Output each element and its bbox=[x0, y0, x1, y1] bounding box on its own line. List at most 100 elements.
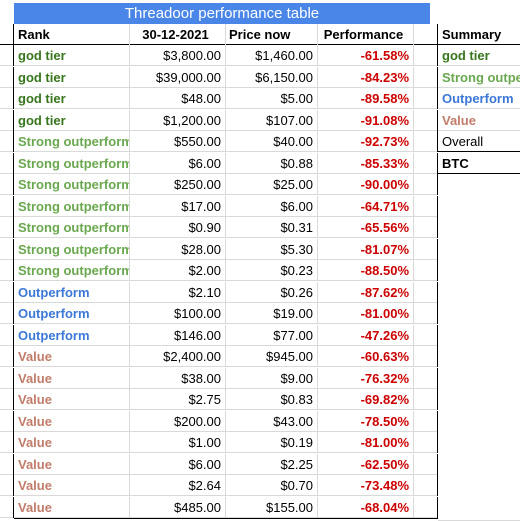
summary-item[interactable]: Value bbox=[438, 110, 520, 131]
price-now-cell[interactable]: $19.00 bbox=[226, 303, 318, 324]
price-date-cell[interactable]: $17.00 bbox=[130, 195, 226, 217]
price-now-cell[interactable]: $0.23 bbox=[226, 260, 318, 281]
rank-cell[interactable]: Strong outperform bbox=[14, 174, 130, 195]
price-date-cell[interactable]: $2.00 bbox=[130, 260, 226, 281]
price-now-cell[interactable]: $43.00 bbox=[226, 410, 318, 432]
price-date-cell[interactable]: $1,200.00 bbox=[130, 109, 226, 131]
rank-cell[interactable]: Strong outperform bbox=[14, 131, 130, 152]
performance-cell[interactable]: -81.00% bbox=[318, 432, 414, 453]
price-now-cell[interactable]: $0.88 bbox=[226, 152, 318, 174]
price-now-cell[interactable]: $0.26 bbox=[226, 281, 318, 303]
performance-cell[interactable]: -85.33% bbox=[318, 152, 414, 174]
row-gutter bbox=[0, 496, 14, 518]
price-now-cell[interactable]: $6,150.00 bbox=[226, 66, 318, 88]
performance-cell[interactable]: -92.73% bbox=[318, 131, 414, 152]
performance-cell[interactable]: -69.82% bbox=[318, 389, 414, 410]
price-date-cell[interactable]: $3,800.00 bbox=[130, 45, 226, 66]
rank-cell[interactable]: Outperform bbox=[14, 281, 130, 303]
performance-cell[interactable]: -81.07% bbox=[318, 238, 414, 260]
price-date-cell[interactable]: $28.00 bbox=[130, 238, 226, 260]
price-now-cell[interactable]: $6.00 bbox=[226, 195, 318, 217]
performance-cell[interactable]: -60.63% bbox=[318, 346, 414, 367]
rank-cell[interactable]: Strong outperform bbox=[14, 152, 130, 174]
price-date-cell[interactable]: $48.00 bbox=[130, 88, 226, 109]
summary-item[interactable]: Outperform bbox=[438, 88, 520, 109]
header-rank[interactable]: Rank bbox=[14, 24, 130, 45]
price-date-cell[interactable]: $1.00 bbox=[130, 432, 226, 453]
rank-cell[interactable]: Strong outperform bbox=[14, 217, 130, 238]
rank-cell[interactable]: Value bbox=[14, 432, 130, 453]
price-now-cell[interactable]: $5.30 bbox=[226, 238, 318, 260]
summary-header[interactable]: Summary bbox=[438, 24, 520, 45]
rank-cell[interactable]: god tier bbox=[14, 109, 130, 131]
performance-cell[interactable]: -62.50% bbox=[318, 453, 414, 475]
rank-cell[interactable]: Value bbox=[14, 367, 130, 389]
price-date-cell[interactable]: $2.10 bbox=[130, 281, 226, 303]
summary-item[interactable]: Overall bbox=[438, 131, 520, 152]
rank-cell[interactable]: Value bbox=[14, 475, 130, 496]
performance-cell[interactable]: -87.62% bbox=[318, 281, 414, 303]
price-date-cell[interactable]: $6.00 bbox=[130, 453, 226, 475]
performance-cell[interactable]: -64.71% bbox=[318, 195, 414, 217]
performance-cell[interactable]: -76.32% bbox=[318, 367, 414, 389]
performance-cell[interactable]: -65.56% bbox=[318, 217, 414, 238]
rank-cell[interactable]: Value bbox=[14, 410, 130, 432]
rank-cell[interactable]: god tier bbox=[14, 88, 130, 109]
price-now-cell[interactable]: $2.25 bbox=[226, 453, 318, 475]
price-now-cell[interactable]: $0.19 bbox=[226, 432, 318, 453]
price-now-cell[interactable]: $77.00 bbox=[226, 324, 318, 346]
rank-cell[interactable]: Outperform bbox=[14, 324, 130, 346]
price-date-cell[interactable]: $146.00 bbox=[130, 324, 226, 346]
price-now-cell[interactable]: $1,460.00 bbox=[226, 45, 318, 66]
price-date-cell[interactable]: $200.00 bbox=[130, 410, 226, 432]
price-date-cell[interactable]: $550.00 bbox=[130, 131, 226, 152]
performance-cell[interactable]: -88.50% bbox=[318, 260, 414, 281]
price-now-cell[interactable]: $9.00 bbox=[226, 367, 318, 389]
price-date-cell[interactable]: $6.00 bbox=[130, 152, 226, 174]
price-now-cell[interactable]: $25.00 bbox=[226, 174, 318, 195]
summary-item[interactable]: BTC bbox=[438, 153, 520, 174]
price-date-cell[interactable]: $39,000.00 bbox=[130, 66, 226, 88]
performance-cell[interactable]: -81.00% bbox=[318, 303, 414, 324]
performance-cell[interactable]: -78.50% bbox=[318, 410, 414, 432]
rank-cell[interactable]: Value bbox=[14, 346, 130, 367]
price-date-cell[interactable]: $250.00 bbox=[130, 174, 226, 195]
rank-cell[interactable]: Strong outperform bbox=[14, 195, 130, 217]
performance-cell[interactable]: -89.58% bbox=[318, 88, 414, 109]
price-now-cell[interactable]: $40.00 bbox=[226, 131, 318, 152]
price-now-cell[interactable]: $0.31 bbox=[226, 217, 318, 238]
price-date-cell[interactable]: $2,400.00 bbox=[130, 346, 226, 367]
performance-cell[interactable]: -47.26% bbox=[318, 324, 414, 346]
price-date-cell[interactable]: $2.64 bbox=[130, 475, 226, 496]
price-date-cell[interactable]: $2.75 bbox=[130, 389, 226, 410]
performance-cell[interactable]: -91.08% bbox=[318, 109, 414, 131]
rank-cell[interactable]: Value bbox=[14, 496, 130, 518]
header-date[interactable]: 30-12-2021 bbox=[130, 24, 226, 45]
performance-cell[interactable]: -90.00% bbox=[318, 174, 414, 195]
summary-item[interactable]: god tier bbox=[438, 45, 520, 66]
price-date-cell[interactable]: $485.00 bbox=[130, 496, 226, 518]
header-price-now[interactable]: Price now bbox=[226, 24, 318, 45]
rank-cell[interactable]: Value bbox=[14, 453, 130, 475]
rank-cell[interactable]: Strong outperform bbox=[14, 260, 130, 281]
performance-cell[interactable]: -84.23% bbox=[318, 66, 414, 88]
rank-cell[interactable]: Outperform bbox=[14, 303, 130, 324]
price-now-cell[interactable]: $107.00 bbox=[226, 109, 318, 131]
price-now-cell[interactable]: $945.00 bbox=[226, 346, 318, 367]
price-now-cell[interactable]: $155.00 bbox=[226, 496, 318, 518]
price-now-cell[interactable]: $5.00 bbox=[226, 88, 318, 109]
price-date-cell[interactable]: $0.90 bbox=[130, 217, 226, 238]
price-date-cell[interactable]: $100.00 bbox=[130, 303, 226, 324]
rank-cell[interactable]: Value bbox=[14, 389, 130, 410]
price-now-cell[interactable]: $0.83 bbox=[226, 389, 318, 410]
rank-cell[interactable]: Strong outperform bbox=[14, 238, 130, 260]
header-performance[interactable]: Performance bbox=[318, 24, 414, 45]
summary-item[interactable]: Strong outperform bbox=[438, 67, 520, 88]
rank-cell[interactable]: god tier bbox=[14, 66, 130, 88]
rank-cell[interactable]: god tier bbox=[14, 45, 130, 66]
performance-cell[interactable]: -61.58% bbox=[318, 45, 414, 66]
performance-cell[interactable]: -68.04% bbox=[318, 496, 414, 518]
price-date-cell[interactable]: $38.00 bbox=[130, 367, 226, 389]
performance-cell[interactable]: -73.48% bbox=[318, 475, 414, 496]
price-now-cell[interactable]: $0.70 bbox=[226, 475, 318, 496]
